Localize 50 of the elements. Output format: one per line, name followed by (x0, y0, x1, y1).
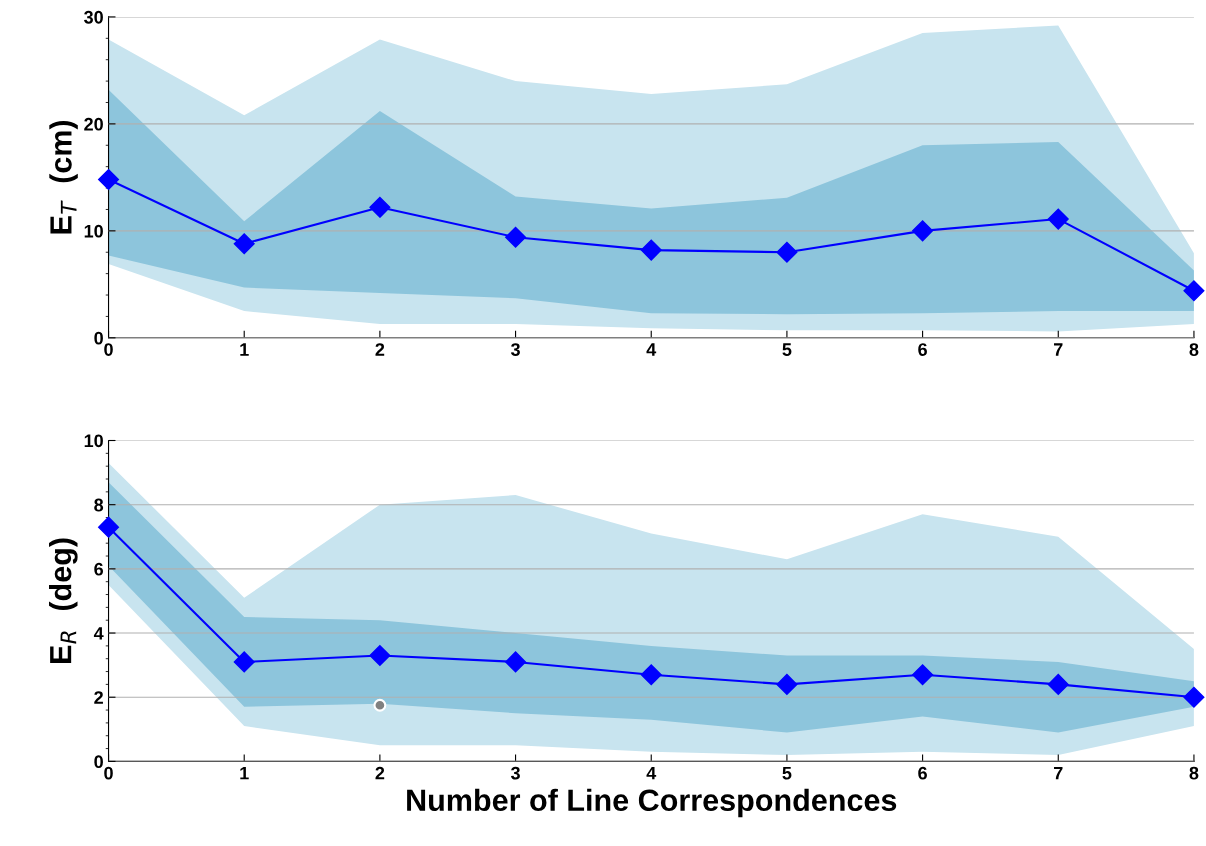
x-tick-label: 4 (646, 766, 657, 780)
x-tick-label: 1 (240, 766, 249, 780)
y-tick-label: 0 (94, 755, 103, 769)
x-tick-label: 7 (1054, 343, 1063, 356)
point (1183, 280, 1205, 302)
point (1183, 686, 1205, 708)
y-tick-label: 8 (94, 498, 104, 512)
point (640, 239, 662, 261)
point (640, 664, 662, 686)
x-tick-label: 2 (375, 766, 385, 780)
x-axis-title: Number of Line Correspondences (407, 788, 897, 818)
y-axis-title: E$_{R}$ (deg) (49, 538, 78, 663)
y-tick-label: 6 (94, 562, 104, 576)
y-tick-label: 20 (84, 117, 103, 131)
x-tick-label: 4 (646, 343, 657, 356)
x-tick-label: 3 (510, 766, 520, 780)
point (369, 196, 391, 218)
point (505, 226, 527, 248)
x-tick-label: 6 (918, 343, 927, 356)
x-tick-label: 7 (1054, 766, 1063, 780)
x-tick-label: 6 (918, 766, 927, 780)
y-tick-label: 2 (94, 691, 103, 704)
point (912, 664, 934, 686)
point (233, 233, 255, 255)
y-tick-label: 10 (84, 224, 103, 238)
x-tick-label: 5 (782, 766, 792, 780)
x-tick-label: 8 (1189, 343, 1199, 356)
x-tick-label: 5 (782, 343, 792, 356)
x-tick-label: 2 (375, 343, 385, 356)
point (233, 651, 255, 673)
point (1047, 208, 1069, 230)
point (505, 651, 527, 673)
y-tick-label: 30 (84, 10, 103, 24)
point (373, 698, 387, 712)
x-tick-label: 3 (510, 343, 520, 356)
y-tick-label: 4 (93, 627, 104, 640)
x-tick-label: 8 (1189, 766, 1199, 780)
point (776, 673, 798, 695)
point (776, 241, 798, 263)
point (98, 168, 120, 191)
point (912, 220, 934, 242)
x-tick-label: 0 (104, 343, 113, 356)
point (369, 644, 391, 667)
x-tick-label: 0 (104, 766, 113, 780)
y-tick-label: 0 (94, 331, 103, 345)
point (98, 516, 120, 538)
y-tick-label: 10 (84, 434, 103, 448)
y-axis-title: E$_{T}$ (cm) (49, 120, 78, 234)
x-tick-label: 1 (240, 343, 249, 356)
point (1047, 673, 1069, 695)
